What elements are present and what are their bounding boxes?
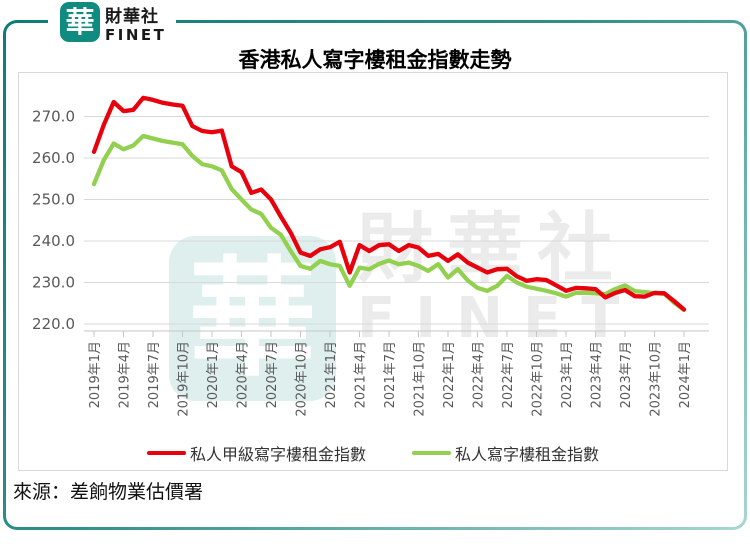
svg-text:2022年10月: 2022年10月 — [531, 341, 546, 417]
chart-title: 香港私人寫字樓租金指數走勢 — [238, 48, 512, 72]
svg-text:2023年4月: 2023年4月 — [590, 341, 605, 408]
svg-text:250.0: 250.0 — [32, 191, 75, 209]
svg-text:2022年1月: 2022年1月 — [442, 341, 457, 408]
svg-text:2023年1月: 2023年1月 — [560, 341, 575, 408]
svg-text:2019年4月: 2019年4月 — [118, 341, 133, 408]
legend-swatch-red — [146, 451, 186, 455]
svg-text:2023年7月: 2023年7月 — [619, 341, 634, 408]
svg-text:220.0: 220.0 — [32, 315, 75, 333]
logo-background-patch — [48, 16, 176, 27]
svg-text:260.0: 260.0 — [32, 149, 75, 167]
legend-label-overall: 私人寫字樓租金指數 — [455, 445, 600, 464]
svg-text:2020年1月: 2020年1月 — [206, 341, 221, 408]
legend-swatch-green — [412, 451, 451, 455]
svg-text:2020年10月: 2020年10月 — [295, 341, 310, 417]
watermark-logo-glyph: 華 — [188, 243, 317, 394]
chart-legend: 私人甲級寫字樓租金指數 私人寫字樓租金指數 — [19, 441, 727, 465]
legend-item-grade-a: 私人甲級寫字樓租金指數 — [146, 441, 366, 465]
brand-name-zh: 財華社 — [105, 7, 159, 27]
source-note: 來源：差餉物業估價署 — [13, 481, 204, 503]
svg-text:2021年4月: 2021年4月 — [354, 341, 369, 408]
logo-glyph: 華 — [65, 4, 95, 39]
svg-text:2022年4月: 2022年4月 — [472, 341, 487, 408]
svg-text:2019年10月: 2019年10月 — [177, 341, 192, 417]
finet-logo-icon: 華 — [60, 2, 100, 42]
legend-item-overall: 私人寫字樓租金指數 — [412, 441, 599, 465]
brand-logo: 華 財華社 FINET — [60, 2, 166, 44]
svg-text:270.0: 270.0 — [32, 108, 75, 126]
watermark-logo-icon: 華 — [169, 236, 336, 401]
svg-text:2021年7月: 2021年7月 — [383, 341, 398, 408]
legend-label-grade-a: 私人甲級寫字樓租金指數 — [189, 445, 366, 464]
svg-text:230.0: 230.0 — [32, 274, 75, 292]
svg-text:2023年10月: 2023年10月 — [649, 341, 664, 417]
svg-text:240.0: 240.0 — [32, 232, 75, 250]
svg-text:2024年1月: 2024年1月 — [678, 341, 693, 408]
svg-text:2019年7月: 2019年7月 — [147, 341, 162, 408]
brand-name-en: FINET — [105, 25, 167, 44]
chart-box: 華 財華社 FINET 220.0 230.0 240.0 250.0 260.0 270… — [18, 72, 728, 471]
svg-text:2021年1月: 2021年1月 — [324, 341, 339, 408]
svg-text:2019年1月: 2019年1月 — [88, 341, 103, 408]
svg-text:2020年4月: 2020年4月 — [236, 341, 251, 408]
brand-text: 財華社 FINET — [105, 2, 166, 44]
svg-text:2021年10月: 2021年10月 — [413, 341, 428, 417]
svg-text:2020年7月: 2020年7月 — [265, 341, 280, 408]
line-chart: 220.0 230.0 240.0 250.0 260.0 270.0 2019年1月 201… — [32, 95, 709, 417]
svg-text:2022年7月: 2022年7月 — [501, 341, 516, 408]
